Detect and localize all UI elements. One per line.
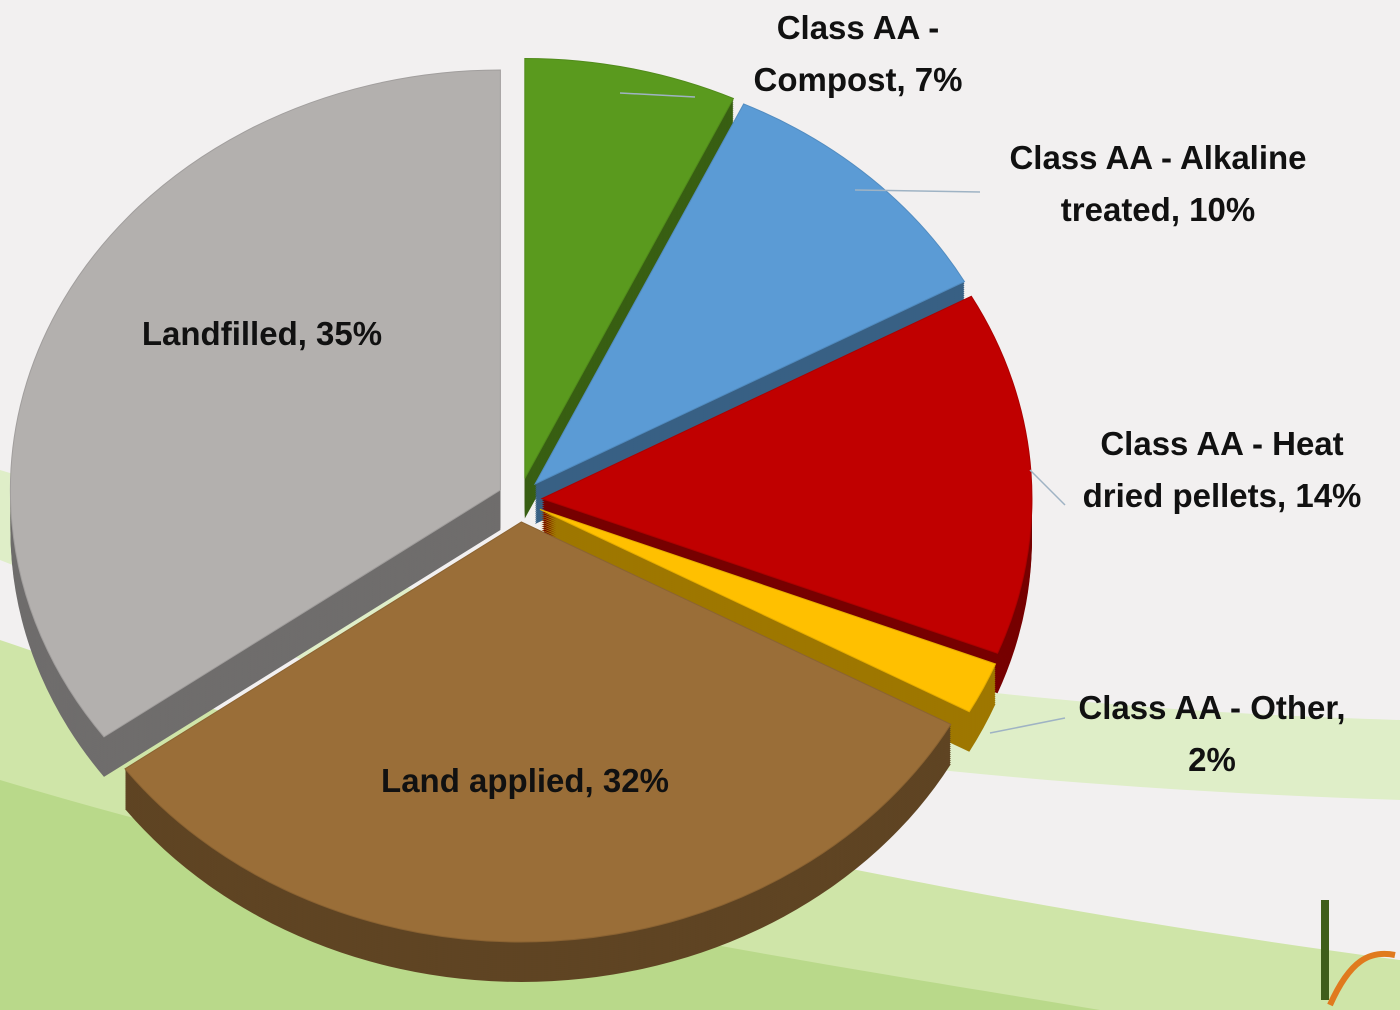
pie xyxy=(10,59,1065,982)
data-label: Class AA - Alkaline treated, 10% xyxy=(978,132,1338,236)
data-label: Class AA - Other, 2% xyxy=(1052,682,1372,786)
leader-line xyxy=(1030,470,1065,505)
data-label: Class AA - Heat dried pellets, 14% xyxy=(1072,418,1372,522)
chart: Class AA - Compost, 7% Class AA - Alkalin… xyxy=(0,0,1400,1010)
data-label: Landfilled, 35% xyxy=(52,308,472,360)
data-label: Land applied, 32% xyxy=(315,755,735,807)
data-label: Class AA - Compost, 7% xyxy=(723,2,993,106)
